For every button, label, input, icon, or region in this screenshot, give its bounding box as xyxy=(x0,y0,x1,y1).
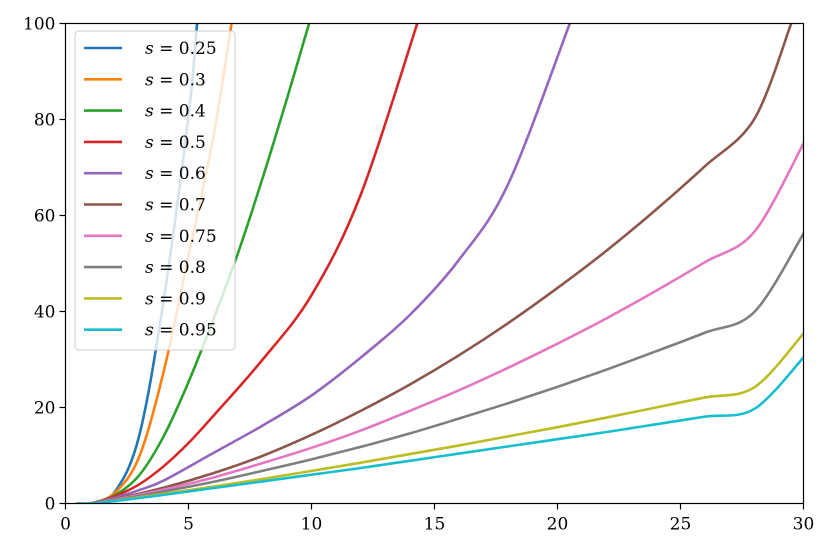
legend-label-value: 0.5 xyxy=(179,133,206,153)
legend-label-equals: = xyxy=(154,133,179,153)
legend-label-value: 0.4 xyxy=(179,102,206,122)
legend-label: s = 0.7 xyxy=(145,196,206,216)
legend-label-var: s xyxy=(145,39,154,59)
x-tick-label: 15 xyxy=(424,515,446,535)
x-tick-label: 10 xyxy=(301,515,323,535)
legend-label-equals: = xyxy=(154,70,179,90)
x-tick-label: 25 xyxy=(670,515,692,535)
y-tick-label: 20 xyxy=(34,399,56,419)
series-line-6 xyxy=(76,141,804,504)
legend-label-var: s xyxy=(145,196,154,216)
legend-label-equals: = xyxy=(154,39,179,59)
x-tick-label: 0 xyxy=(60,515,71,535)
series-line-4 xyxy=(76,23,572,504)
legend-label-equals: = xyxy=(154,258,179,278)
y-tick-label: 0 xyxy=(45,495,56,515)
legend-label-value: 0.95 xyxy=(179,321,217,341)
series-lines xyxy=(76,23,804,504)
legend-label-var: s xyxy=(145,258,154,278)
x-tick-label: 5 xyxy=(183,515,194,535)
legend-label-var: s xyxy=(145,70,154,90)
legend-label: s = 0.75 xyxy=(145,227,217,247)
legend-label-value: 0.7 xyxy=(179,196,206,216)
x-axis: 0 5 10 15 20 25 30 xyxy=(60,503,815,535)
legend-label-var: s xyxy=(145,289,154,309)
y-axis: 0 20 40 60 80 100 xyxy=(23,15,66,515)
y-tick-label: 40 xyxy=(34,303,56,323)
legend-label-equals: = xyxy=(154,227,179,247)
legend-label-value: 0.8 xyxy=(179,258,206,278)
legend-label-equals: = xyxy=(154,321,179,341)
series-line-9 xyxy=(76,355,804,504)
legend-label: s = 0.8 xyxy=(145,258,206,278)
legend-label-value: 0.3 xyxy=(179,70,206,90)
legend: s = 0.25s = 0.3s = 0.4s = 0.5s = 0.6s = … xyxy=(74,30,236,351)
x-tick-label: 30 xyxy=(793,515,815,535)
series-line-7 xyxy=(76,231,804,504)
legend-label-equals: = xyxy=(154,102,179,122)
legend-label: s = 0.4 xyxy=(145,102,206,122)
series-line-5 xyxy=(76,23,793,504)
legend-label: s = 0.5 xyxy=(145,133,206,153)
legend-label: s = 0.6 xyxy=(145,164,206,184)
legend-label-equals: = xyxy=(154,289,179,309)
legend-label: s = 0.3 xyxy=(145,70,206,90)
x-tick-label: 20 xyxy=(547,515,569,535)
legend-label-value: 0.25 xyxy=(179,39,217,59)
legend-label-equals: = xyxy=(154,196,179,216)
y-tick-label: 100 xyxy=(23,15,55,35)
legend-label-var: s xyxy=(145,102,154,122)
legend-label-var: s xyxy=(145,227,154,247)
y-tick-label: 80 xyxy=(34,111,56,131)
y-tick-label: 60 xyxy=(34,207,56,227)
legend-label-value: 0.75 xyxy=(179,227,217,247)
legend-label-equals: = xyxy=(154,164,179,184)
legend-label-var: s xyxy=(145,321,154,341)
legend-label-var: s xyxy=(145,164,154,184)
legend-label-value: 0.9 xyxy=(179,289,206,309)
legend-label: s = 0.95 xyxy=(145,321,217,341)
legend-label-value: 0.6 xyxy=(179,164,206,184)
legend-label: s = 0.25 xyxy=(145,39,217,59)
legend-label: s = 0.9 xyxy=(145,289,206,309)
legend-label-var: s xyxy=(145,133,154,153)
